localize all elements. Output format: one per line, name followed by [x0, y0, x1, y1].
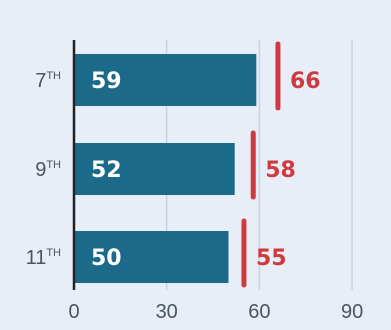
bar-value-label: 50 [91, 246, 122, 271]
category-label: 11TH [26, 247, 61, 269]
x-tick-label-60: 60 [248, 301, 270, 323]
x-tick-labels: 0 30 60 90 [68, 301, 363, 323]
category-labels: 7TH 9TH 11TH [26, 70, 61, 269]
bar-value-label: 52 [91, 158, 122, 183]
category-label: 7TH [35, 70, 61, 92]
x-tick-label-90: 90 [341, 301, 363, 323]
x-tick-label-0: 0 [68, 301, 79, 323]
x-tick-label-30: 30 [156, 301, 178, 323]
bar-9th [74, 143, 235, 195]
target-value-label: 58 [265, 158, 296, 183]
target-value-label: 55 [256, 246, 287, 271]
bar-7th [74, 54, 257, 106]
category-label: 9TH [35, 159, 61, 181]
bar-value-label: 59 [91, 69, 122, 94]
target-markers: 66 58 55 [241, 41, 321, 288]
bar-11th [74, 231, 229, 283]
bars: 59 52 50 [74, 54, 257, 283]
target-value-label: 66 [290, 69, 321, 94]
